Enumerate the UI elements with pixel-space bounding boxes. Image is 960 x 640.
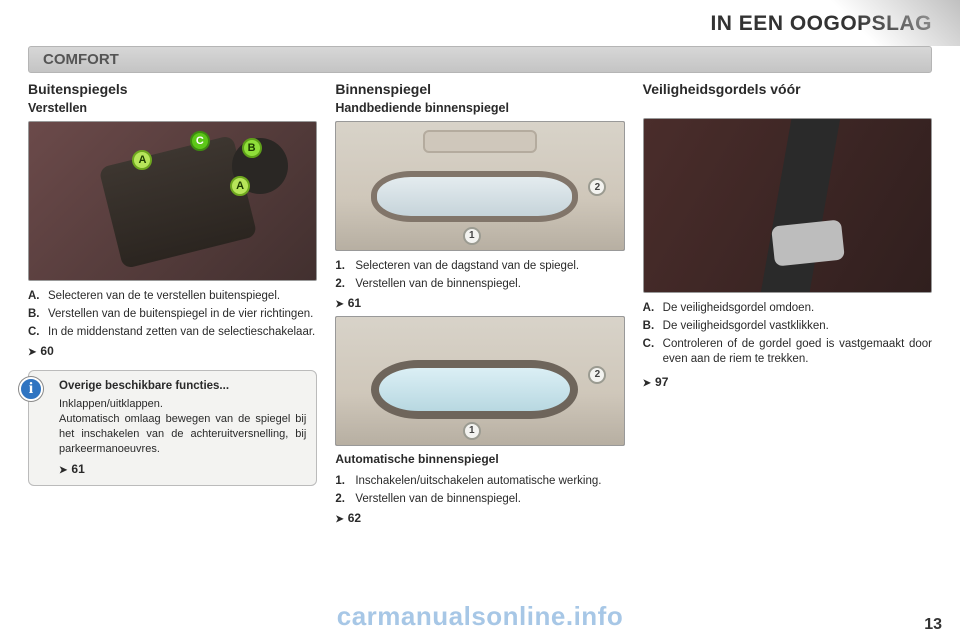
col3-ref: 97 xyxy=(643,375,932,389)
lbl: 1. xyxy=(335,259,355,274)
arrow-icon xyxy=(643,375,655,389)
arrow-icon xyxy=(28,344,40,358)
txt: Verstellen van de buitenspiegel in de vi… xyxy=(48,307,317,322)
tag-a2: A xyxy=(230,176,250,196)
txt: Inschakelen/uitschakelen automatische we… xyxy=(355,474,624,489)
arrow-icon xyxy=(335,296,347,310)
col3-item-c: C.Controleren of de gordel goed is vastg… xyxy=(643,337,932,367)
lbl: C. xyxy=(643,337,663,367)
lbl: A. xyxy=(643,301,663,316)
col2-1-item1: 1.Selecteren van de dagstand van de spie… xyxy=(335,259,624,274)
roof-lamp xyxy=(423,130,538,153)
seatbelt-buckle xyxy=(771,219,845,266)
page-header: IN EEN OOGOPSLAG xyxy=(28,12,932,36)
photo-seatbelt xyxy=(643,118,932,293)
info-ref: 61 xyxy=(59,461,306,478)
col2-ref1: 61 xyxy=(335,296,624,310)
section-bar: COMFORT xyxy=(28,46,932,73)
auto-mirror xyxy=(371,360,578,419)
col2-ref2: 62 xyxy=(335,511,624,525)
col-exterior-mirrors: Buitenspiegels Verstellen C B A A A.Sele… xyxy=(28,81,317,525)
info-box: i Overige beschikbare functies... Inklap… xyxy=(28,370,317,486)
lbl: 2. xyxy=(335,277,355,292)
lbl: A. xyxy=(28,289,48,304)
col2-ref2-num: 62 xyxy=(348,511,361,525)
col3-list: A.De veiligheidsgordel omdoen. B.De veil… xyxy=(643,301,932,367)
info-line1: Inklappen/uitklappen. xyxy=(59,397,306,412)
info-line2: Automatisch omlaag bewegen van de spiege… xyxy=(59,412,306,457)
col3-item-a: A.De veiligheidsgordel omdoen. xyxy=(643,301,932,316)
lbl: B. xyxy=(643,319,663,334)
photo-door-controls: C B A A xyxy=(28,121,317,281)
col1-item-a: A.Selecteren van de te verstellen buiten… xyxy=(28,289,317,304)
manual-page: IN EEN OOGOPSLAG COMFORT Buitenspiegels … xyxy=(0,0,960,640)
txt: Controleren of de gordel goed is vastgem… xyxy=(663,337,932,367)
spacer xyxy=(643,101,932,118)
col3-ref-num: 97 xyxy=(655,375,668,389)
photo-auto-mirror: 1 2 xyxy=(335,316,624,446)
col-seatbelts: Veiligheidsgordels vóór A.De veiligheids… xyxy=(643,81,932,525)
lbl: C. xyxy=(28,325,48,340)
col2-2-item2: 2.Verstellen van de binnenspiegel. xyxy=(335,492,624,507)
col3-item-b: B.De veiligheidsgordel vastklikken. xyxy=(643,319,932,334)
page-number: 13 xyxy=(924,616,942,634)
col1-title: Buitenspiegels xyxy=(28,81,317,97)
col2-list2: 1.Inschakelen/uitschakelen automatische … xyxy=(335,474,624,507)
col3-title: Veiligheidsgordels vóór xyxy=(643,81,932,97)
txt: Selecteren van de te verstellen buitensp… xyxy=(48,289,317,304)
tag-b: B xyxy=(242,138,262,158)
info-title: Overige beschikbare functies... xyxy=(59,379,306,395)
lbl: B. xyxy=(28,307,48,322)
photo-manual-mirror: 1 2 xyxy=(335,121,624,251)
txt: De veiligheidsgordel vastklikken. xyxy=(663,319,932,334)
col1-ref-num: 60 xyxy=(40,344,53,358)
callout-2b: 2 xyxy=(588,366,606,384)
arrow-icon xyxy=(59,462,71,476)
columns: Buitenspiegels Verstellen C B A A A.Sele… xyxy=(28,81,932,525)
txt: Selecteren van de dagstand van de spiege… xyxy=(355,259,624,274)
col2-subtitle2: Automatische binnenspiegel xyxy=(335,452,624,466)
callout-1b: 1 xyxy=(463,422,481,440)
col2-list1: 1.Selecteren van de dagstand van de spie… xyxy=(335,259,624,292)
col2-ref1-num: 61 xyxy=(348,296,361,310)
col2-subtitle: Handbediende binnenspiegel xyxy=(335,101,624,115)
txt: Verstellen van de binnenspiegel. xyxy=(355,277,624,292)
txt: Verstellen van de binnenspiegel. xyxy=(355,492,624,507)
col2-2-item1: 1.Inschakelen/uitschakelen automatische … xyxy=(335,474,624,489)
info-ref-num: 61 xyxy=(71,462,84,476)
interior-mirror xyxy=(371,171,578,222)
watermark: carmanualsonline.info xyxy=(0,601,960,632)
col2-title: Binnenspiegel xyxy=(335,81,624,97)
lbl: 1. xyxy=(335,474,355,489)
col1-item-c: C.In de middenstand zetten van de select… xyxy=(28,325,317,340)
callout-1: 1 xyxy=(463,227,481,245)
txt: De veiligheidsgordel omdoen. xyxy=(663,301,932,316)
col1-ref: 60 xyxy=(28,344,317,358)
txt: In de middenstand zetten van de selectie… xyxy=(48,325,317,340)
col1-item-b: B.Verstellen van de buitenspiegel in de … xyxy=(28,307,317,322)
col1-list: A.Selecteren van de te verstellen buiten… xyxy=(28,289,317,340)
col2-1-item2: 2.Verstellen van de binnenspiegel. xyxy=(335,277,624,292)
col1-subtitle: Verstellen xyxy=(28,101,317,115)
arrow-icon xyxy=(335,511,347,525)
lbl: 2. xyxy=(335,492,355,507)
info-icon: i xyxy=(19,377,43,401)
col-interior-mirror: Binnenspiegel Handbediende binnenspiegel… xyxy=(335,81,624,525)
